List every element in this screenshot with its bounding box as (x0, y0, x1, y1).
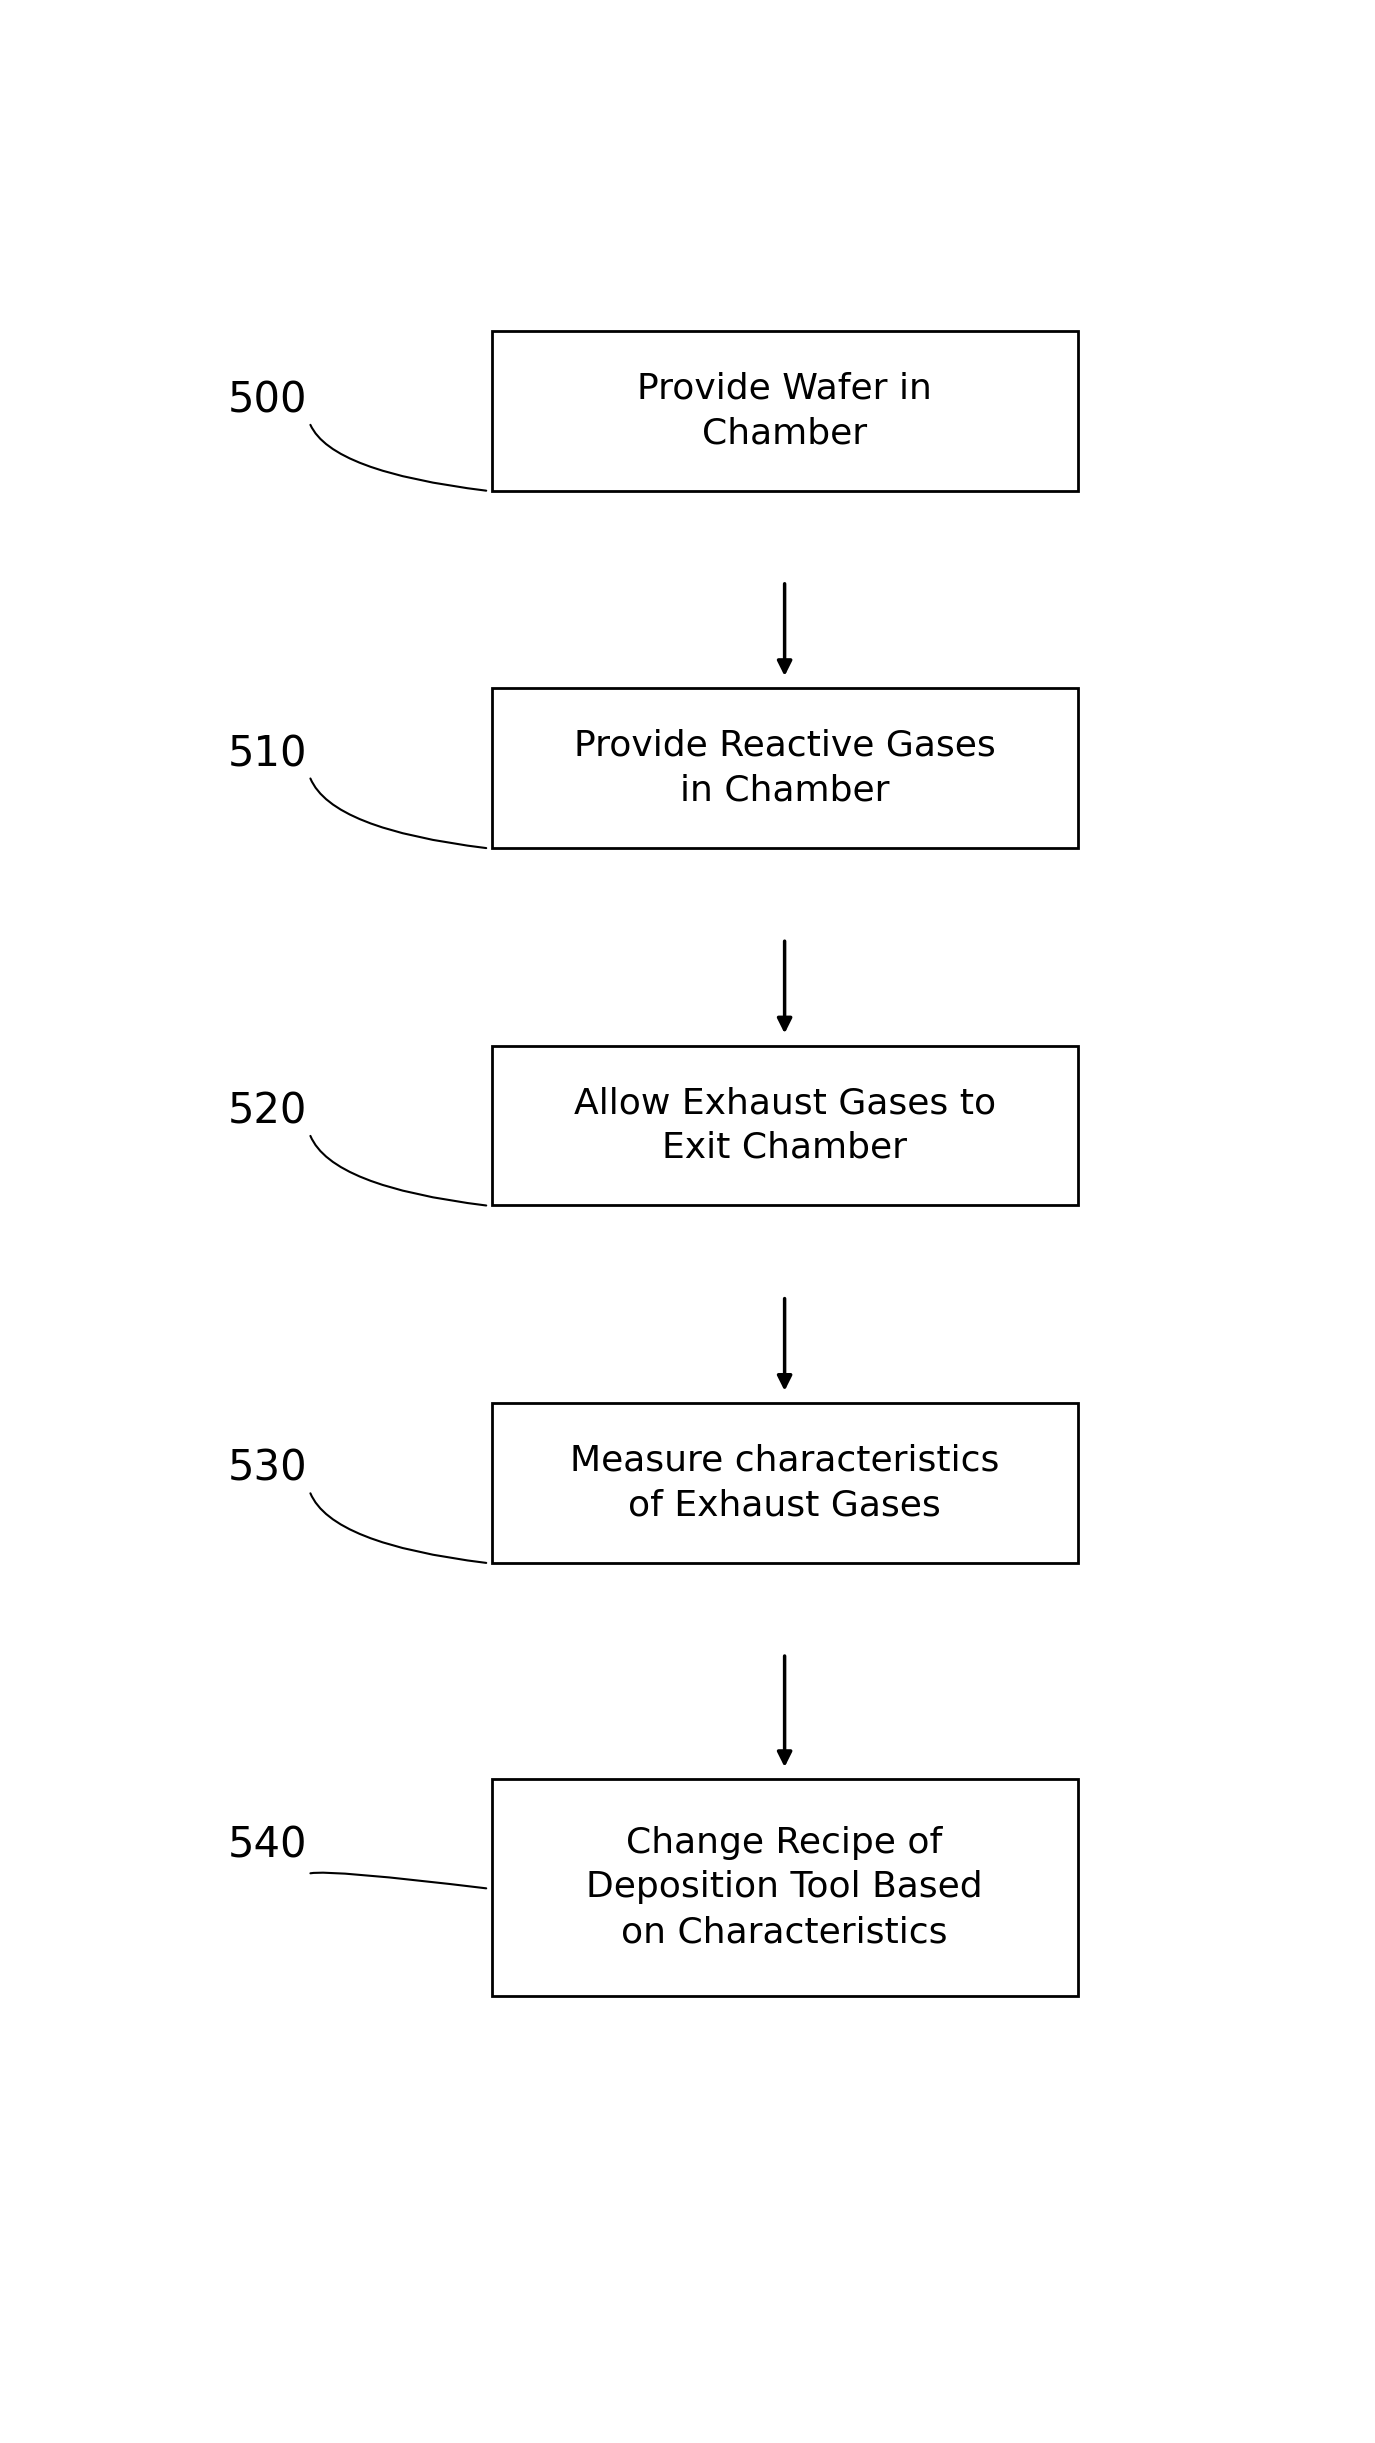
Bar (491, 689, 1078, 848)
Text: 520: 520 (228, 1090, 308, 1134)
Text: Allow Exhaust Gases to
Exit Chamber: Allow Exhaust Gases to Exit Chamber (573, 1087, 996, 1165)
Text: Change Recipe of
Deposition Tool Based
on Characteristics: Change Recipe of Deposition Tool Based o… (586, 1825, 983, 1950)
Bar (491, 1779, 1078, 1996)
Bar (491, 1402, 1078, 1564)
Text: 510: 510 (228, 733, 308, 774)
Text: 530: 530 (228, 1449, 308, 1490)
Text: Measure characteristics
of Exhaust Gases: Measure characteristics of Exhaust Gases (569, 1444, 1000, 1522)
Text: 540: 540 (228, 1825, 308, 1866)
Bar (491, 330, 1078, 491)
Text: Provide Reactive Gases
in Chamber: Provide Reactive Gases in Chamber (573, 728, 996, 809)
Text: 500: 500 (228, 379, 308, 420)
Bar (491, 1046, 1078, 1204)
Text: Provide Wafer in
Chamber: Provide Wafer in Chamber (637, 371, 932, 450)
